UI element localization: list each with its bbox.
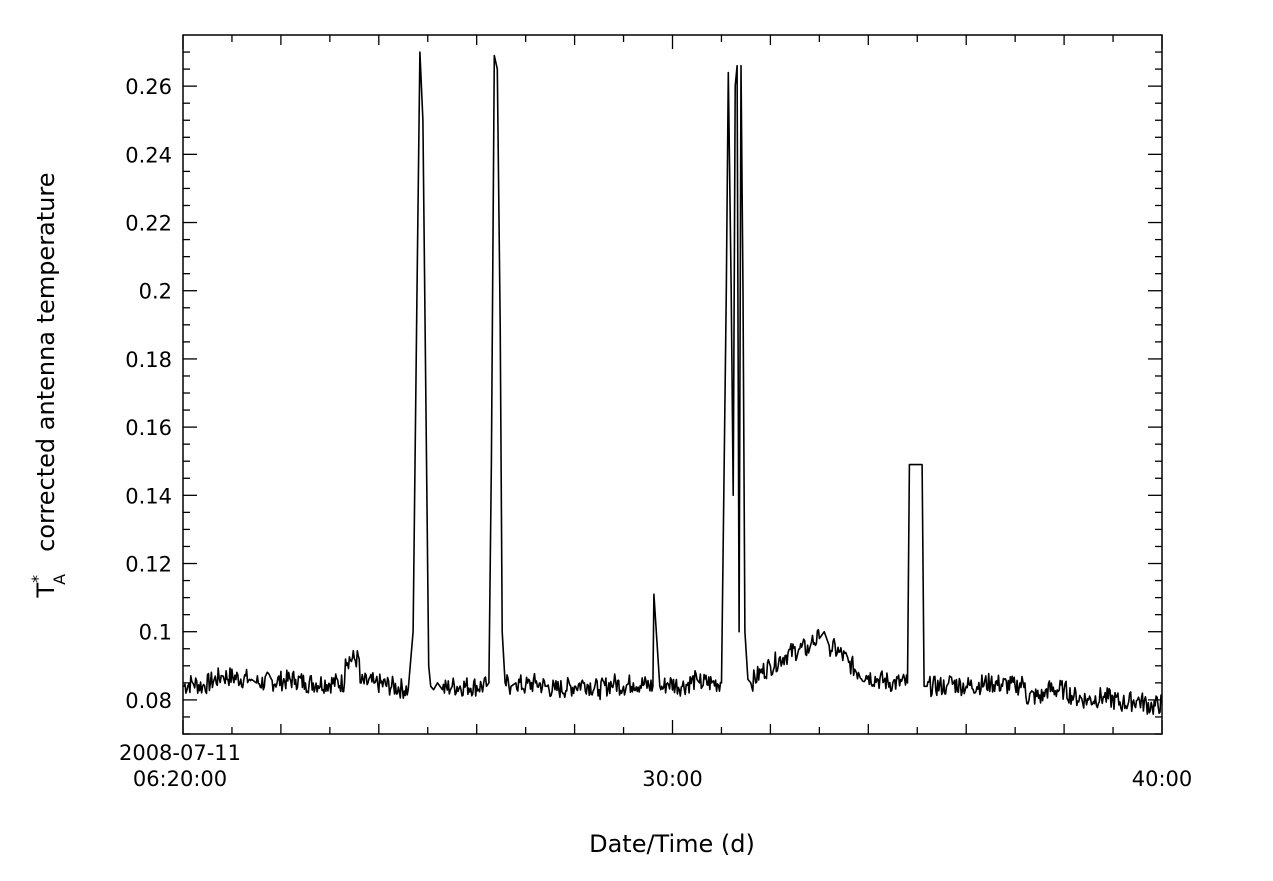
y-tick-label: 0.16 [125,416,172,440]
x-axis-label: Date/Time (d) [589,830,755,858]
y-axis-superscript: * [28,575,47,583]
series-line-antenna-temperature [183,51,1162,715]
y-tick-label: 0.18 [125,348,172,372]
y-tick-label: 0.24 [125,143,172,167]
y-axis-label: T* Acorrected antenna temperature [28,173,69,599]
y-tick-label: 0.22 [125,212,172,236]
y-axis-subscript: A [50,574,69,585]
tick-marks [182,35,1163,735]
plot-frame [182,34,1163,735]
y-axis-symbol: T [32,583,60,599]
svg-text:T*Acorrected antenna temperatu: T* Acorrected antenna temperature [28,173,69,599]
y-tick-label: 0.08 [125,689,172,713]
y-axis-text: corrected antenna temperature [32,173,60,552]
y-tick-label: 0.2 [139,280,172,304]
x-tick-label: 2008-07-11 [119,741,241,765]
y-tick-label: 0.12 [125,553,172,577]
y-tick-label: 0.1 [139,621,172,645]
y-tick-label: 0.14 [125,484,172,508]
x-tick-label: 40:00 [1132,767,1193,791]
y-tick-label: 0.26 [125,75,172,99]
x-tick-label: 06:20:00 [133,767,227,791]
x-tick-label: 30:00 [642,767,703,791]
y-tick-labels: 0.08 0.1 0.12 0.14 0.16 0.18 0.2 0.22 0.24 0.26 [125,75,172,713]
